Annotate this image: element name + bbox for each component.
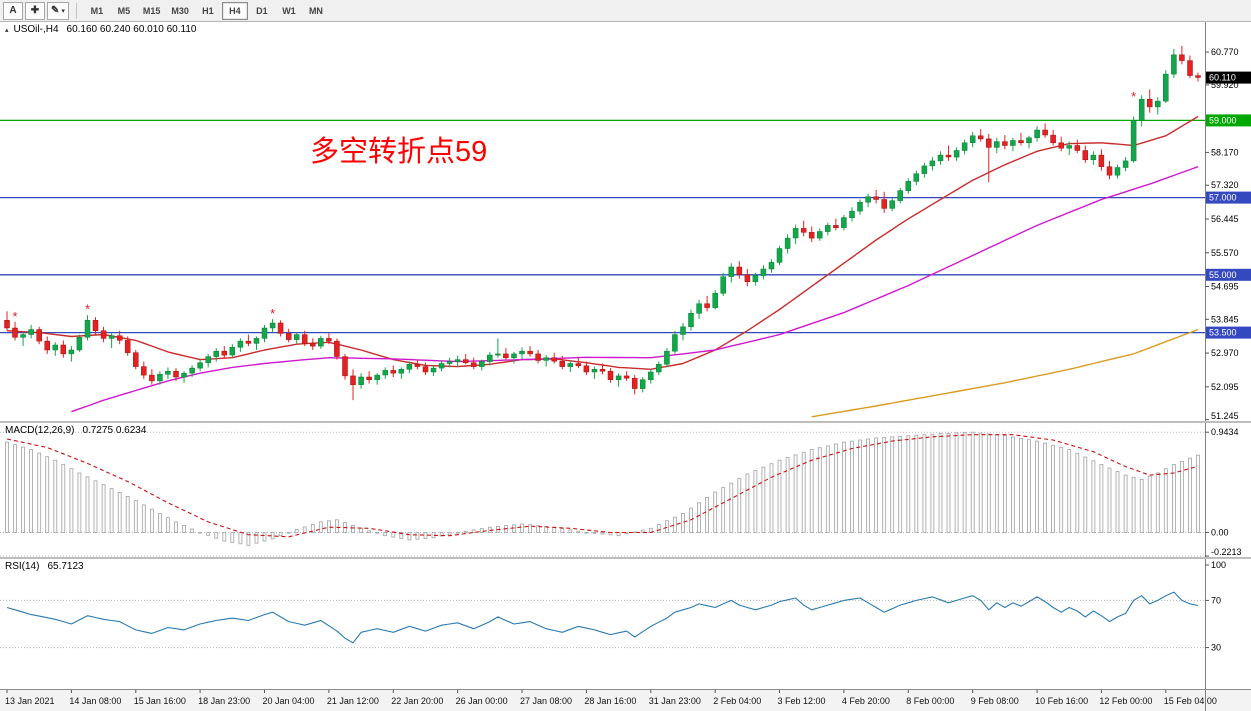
time-axis-label: 18 Jan 23:00: [198, 696, 250, 706]
rsi-scale-label: 70: [1211, 595, 1221, 605]
moving-average-slow-orange: [811, 328, 1199, 418]
price-tick-label: 57.320: [1211, 180, 1239, 190]
current-price-badge: [1206, 71, 1251, 84]
price-tick-label: 51.245: [1211, 411, 1239, 421]
rsi-scale-label: 100: [1211, 560, 1226, 570]
time-axis-label: 26 Jan 00:00: [456, 696, 508, 706]
level-price-badge: [1206, 268, 1251, 281]
toolbar-separator: [75, 2, 77, 19]
price-pane: * * * * 60.770 59.920 58.170 57.320 56.445 55.570…: [0, 22, 1251, 421]
trade-marker: *: [270, 306, 275, 321]
rsi-pane: 100 70 30 RSI(14) 65.7123: [0, 559, 1251, 689]
price-tick-label: 55.570: [1211, 248, 1239, 258]
trade-marker: *: [12, 309, 17, 324]
time-axis-label: 15 Feb 04:00: [1164, 696, 1217, 706]
level-price-badge: [1206, 191, 1251, 204]
price-tick-label: 52.970: [1211, 348, 1239, 358]
time-axis-label: 10 Feb 16:00: [1035, 696, 1088, 706]
timeframe-button-d1[interactable]: D1: [249, 2, 275, 20]
price-chart-canvas[interactable]: * * * * 60.770 59.920 58.170 57.320 56.445 55.570…: [0, 22, 1251, 421]
level-price-badge-label: 57.000: [1209, 193, 1237, 203]
current-price-label: 60.110: [1209, 73, 1236, 83]
rsi-canvas[interactable]: 100 70 30: [0, 559, 1251, 689]
time-axis-label: 9 Feb 08:00: [971, 696, 1019, 706]
crosshair-icon: ✚: [30, 5, 40, 16]
time-axis-label: 21 Jan 12:00: [327, 696, 379, 706]
crosshair-tool-button[interactable]: ✚: [25, 1, 45, 20]
time-axis[interactable]: 13 Jan 2021 14 Jan 08:00 15 Jan 16:00 18 Ja…: [0, 689, 1251, 711]
draw-tool-button[interactable]: ✎ ▾: [47, 1, 69, 20]
timeframe-button-h4[interactable]: H4: [221, 1, 248, 20]
time-axis-label: 4 Feb 20:00: [842, 696, 890, 706]
macd-scale-label: 0.9434: [1211, 427, 1239, 437]
macd-pane: 0.9434 0.00 -0.2213 MACD(12,26,9) 0.7275 0…: [0, 423, 1251, 557]
time-axis-label: 22 Jan 20:00: [391, 696, 443, 706]
timeframe-button-m5[interactable]: M5: [111, 2, 137, 20]
timeframe-button-w1[interactable]: W1: [276, 2, 302, 20]
time-axis-label: 27 Jan 08:00: [520, 696, 572, 706]
level-price-badge-label: 53.500: [1209, 328, 1237, 338]
time-axis-label: 31 Jan 23:00: [649, 696, 701, 706]
candlesticks: [4, 45, 1201, 401]
time-axis-label: 13 Jan 2021: [5, 696, 55, 706]
level-price-badge-label: 59.000: [1209, 115, 1237, 125]
timeframe-button-m15[interactable]: M15: [138, 2, 166, 20]
time-axis-label: 28 Jan 16:00: [584, 696, 636, 706]
timeframe-group: M1 M5 M15 M30 H1 H4 D1 W1 MN: [84, 1, 329, 20]
price-tick-label: 52.095: [1211, 382, 1239, 392]
price-tick-label: 60.770: [1211, 47, 1239, 57]
rsi-scale-label: 30: [1211, 643, 1221, 653]
price-tick-label: 58.170: [1211, 147, 1239, 157]
time-axis-label: 20 Jan 04:00: [263, 696, 315, 706]
time-axis-label: 3 Feb 12:00: [778, 696, 826, 706]
chevron-down-icon: ▾: [61, 7, 65, 15]
time-axis-label: 14 Jan 08:00: [69, 696, 121, 706]
pane-divider[interactable]: [0, 421, 1251, 423]
price-tick-label: 54.695: [1211, 282, 1239, 292]
time-axis-canvas[interactable]: 13 Jan 2021 14 Jan 08:00 15 Jan 16:00 18 Ja…: [0, 690, 1251, 711]
price-tick-label: 59.920: [1211, 80, 1239, 90]
pane-divider[interactable]: [0, 557, 1251, 559]
macd-scale-label: -0.2213: [1211, 547, 1242, 557]
annotation-tool-button[interactable]: A: [3, 1, 23, 20]
level-price-badge: [1206, 114, 1251, 127]
top-toolbar: A ✚ ✎ ▾ M1 M5 M15 M30 H1 H4 D1 W1 MN: [0, 0, 1251, 22]
moving-average-medium-magenta: [71, 166, 1199, 413]
time-axis-label: 2 Feb 04:00: [713, 696, 761, 706]
time-axis-label: 12 Feb 00:00: [1099, 696, 1152, 706]
chart-annotation-text[interactable]: 多空转折点59: [310, 136, 488, 168]
trade-marker: *: [85, 302, 90, 317]
macd-signal-line: [6, 434, 1199, 538]
macd-canvas[interactable]: 0.9434 0.00 -0.2213: [0, 423, 1251, 557]
level-price-badge-label: 55.000: [1209, 270, 1237, 280]
price-tick-label: 56.445: [1211, 214, 1239, 224]
macd-scale-label: 0.00: [1211, 528, 1229, 538]
macd-histogram: [5, 431, 1200, 546]
trade-marker: *: [1131, 89, 1136, 104]
timeframe-button-mn[interactable]: MN: [303, 2, 329, 20]
moving-average-fast-red: [6, 115, 1199, 370]
timeframe-button-m30[interactable]: M30: [166, 2, 194, 20]
timeframe-button-h1[interactable]: H1: [195, 2, 221, 20]
time-axis-label: 8 Feb 00:00: [906, 696, 954, 706]
timeframe-button-m1[interactable]: M1: [84, 2, 110, 20]
level-price-badge: [1206, 326, 1251, 339]
pencil-icon: ✎: [51, 5, 60, 16]
chart-area: * * * * 60.770 59.920 58.170 57.320 56.445 55.570…: [0, 22, 1251, 711]
rsi-line: [6, 591, 1199, 644]
price-tick-label: 53.845: [1211, 314, 1239, 324]
time-axis-label: 15 Jan 16:00: [134, 696, 186, 706]
